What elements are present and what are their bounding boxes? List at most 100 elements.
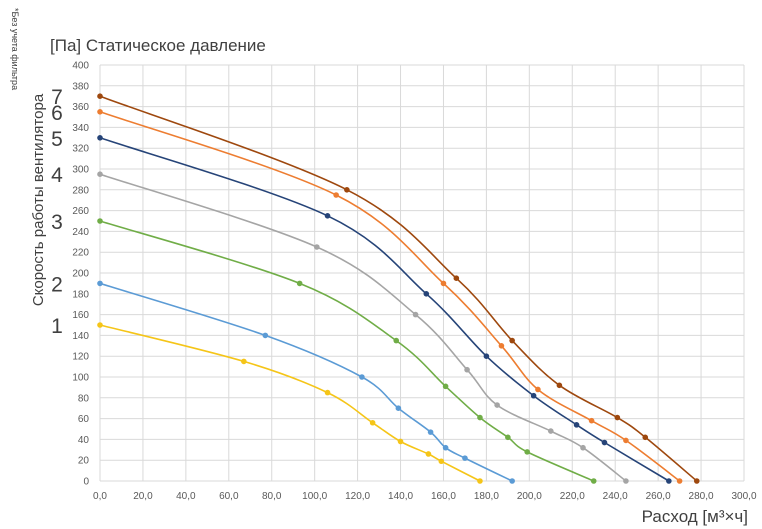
data-point-2 bbox=[427, 429, 434, 435]
data-point-1 bbox=[477, 478, 483, 484]
y-tick-label: 80 bbox=[78, 393, 90, 404]
x-tick-label: 120,0 bbox=[345, 491, 370, 502]
x-tick-label: 80,0 bbox=[262, 491, 282, 502]
data-point-7 bbox=[614, 414, 621, 421]
data-point-6 bbox=[440, 280, 447, 287]
data-point-5 bbox=[483, 353, 490, 360]
y-axis-label: Скорость работы вентилятора bbox=[30, 93, 47, 306]
speed-label-6: 6 bbox=[51, 102, 63, 125]
y-tick-label: 200 bbox=[72, 269, 89, 280]
y-tick-label: 380 bbox=[72, 81, 89, 92]
y-tick-label: 360 bbox=[72, 102, 89, 113]
x-tick-label: 260,0 bbox=[646, 491, 671, 502]
series-line-4 bbox=[99, 173, 627, 482]
x-tick-label: 20,0 bbox=[133, 491, 153, 502]
series-layer bbox=[97, 93, 700, 484]
speed-label-3: 3 bbox=[51, 211, 63, 234]
y-tick-label: 240 bbox=[72, 227, 89, 238]
y-tick-label: 180 bbox=[72, 289, 89, 300]
x-axis-label: Расход [м³×ч] bbox=[642, 507, 748, 526]
data-point-4 bbox=[97, 171, 103, 177]
data-point-3 bbox=[393, 337, 400, 344]
data-point-1 bbox=[438, 458, 445, 465]
data-point-1 bbox=[97, 322, 103, 328]
y-tick-label: 40 bbox=[78, 435, 90, 446]
data-point-2 bbox=[509, 478, 515, 484]
data-point-3 bbox=[97, 218, 103, 224]
data-point-1 bbox=[241, 358, 247, 365]
data-point-5 bbox=[601, 439, 608, 446]
data-point-7 bbox=[97, 93, 103, 99]
data-point-3 bbox=[442, 383, 449, 390]
x-tick-label: 300,0 bbox=[731, 491, 756, 502]
data-point-4 bbox=[464, 366, 470, 373]
data-point-7 bbox=[693, 478, 700, 484]
x-tick-label: 0,0 bbox=[93, 491, 107, 502]
data-point-6 bbox=[333, 192, 339, 198]
y-tick-label: 400 bbox=[72, 61, 89, 72]
data-point-1 bbox=[397, 438, 404, 445]
chart-title: [Па] Статическое давление bbox=[50, 36, 266, 55]
data-point-1 bbox=[425, 451, 432, 457]
y-tick-label: 320 bbox=[72, 144, 89, 155]
data-point-6 bbox=[676, 478, 683, 484]
data-point-3 bbox=[524, 449, 530, 455]
y-tick-label: 20 bbox=[78, 456, 90, 467]
series-line-7 bbox=[99, 95, 698, 482]
y-tick-label: 280 bbox=[72, 185, 89, 196]
data-point-3 bbox=[477, 414, 483, 421]
data-point-6 bbox=[97, 109, 103, 115]
data-point-3 bbox=[296, 280, 303, 287]
gridlines bbox=[99, 64, 745, 482]
data-point-4 bbox=[494, 402, 500, 408]
data-point-5 bbox=[423, 291, 430, 297]
series-line-2 bbox=[99, 282, 513, 482]
x-tick-label: 140,0 bbox=[388, 491, 413, 502]
data-point-4 bbox=[548, 428, 554, 434]
data-point-4 bbox=[314, 244, 320, 250]
data-point-2 bbox=[462, 455, 468, 461]
data-point-3 bbox=[590, 478, 597, 484]
y-tick-label: 0 bbox=[83, 477, 89, 488]
x-tick-label: 100,0 bbox=[302, 491, 327, 502]
data-point-2 bbox=[262, 332, 269, 339]
speed-label-7: 7 bbox=[51, 86, 63, 109]
data-point-6 bbox=[535, 386, 541, 393]
x-tick-label: 240,0 bbox=[603, 491, 628, 502]
data-point-2 bbox=[395, 405, 402, 412]
data-point-6 bbox=[498, 343, 505, 349]
data-point-7 bbox=[453, 275, 460, 282]
data-point-4 bbox=[623, 478, 629, 484]
x-tick-label: 280,0 bbox=[689, 491, 714, 502]
data-point-5 bbox=[97, 135, 103, 141]
speed-labels: 1 2 3 4 5 67 bbox=[51, 86, 63, 338]
data-point-5 bbox=[666, 478, 672, 484]
data-point-4 bbox=[580, 444, 586, 451]
data-point-2 bbox=[442, 444, 449, 451]
speed-label-1: 1 bbox=[51, 315, 63, 338]
x-tick-label: 180,0 bbox=[474, 491, 499, 502]
x-tick-label: 220,0 bbox=[560, 491, 585, 502]
data-point-2 bbox=[97, 280, 103, 287]
data-point-2 bbox=[359, 374, 365, 380]
y-tick-label: 220 bbox=[72, 248, 89, 259]
x-tick-label: 60,0 bbox=[219, 491, 239, 502]
speed-label-5: 5 bbox=[51, 128, 63, 151]
tick-labels: 0 20 40 60 80 100 120 140 160 180 200 220 240 260 280 3… bbox=[72, 61, 757, 503]
series-line-5 bbox=[99, 137, 670, 482]
y-tick-label: 120 bbox=[72, 352, 89, 363]
y-tick-label: 160 bbox=[72, 310, 89, 321]
x-tick-label: 160,0 bbox=[431, 491, 456, 502]
note-text: *Без учета фильтра bbox=[10, 8, 20, 90]
data-point-1 bbox=[324, 389, 331, 396]
y-tick-label: 340 bbox=[72, 123, 89, 134]
x-tick-label: 40,0 bbox=[176, 491, 196, 502]
series-line-3 bbox=[99, 220, 595, 482]
y-tick-label: 300 bbox=[72, 165, 89, 176]
data-point-7 bbox=[556, 382, 563, 389]
data-point-3 bbox=[505, 434, 511, 441]
data-point-1 bbox=[369, 419, 376, 426]
data-point-6 bbox=[588, 417, 595, 424]
data-point-7 bbox=[642, 434, 649, 441]
